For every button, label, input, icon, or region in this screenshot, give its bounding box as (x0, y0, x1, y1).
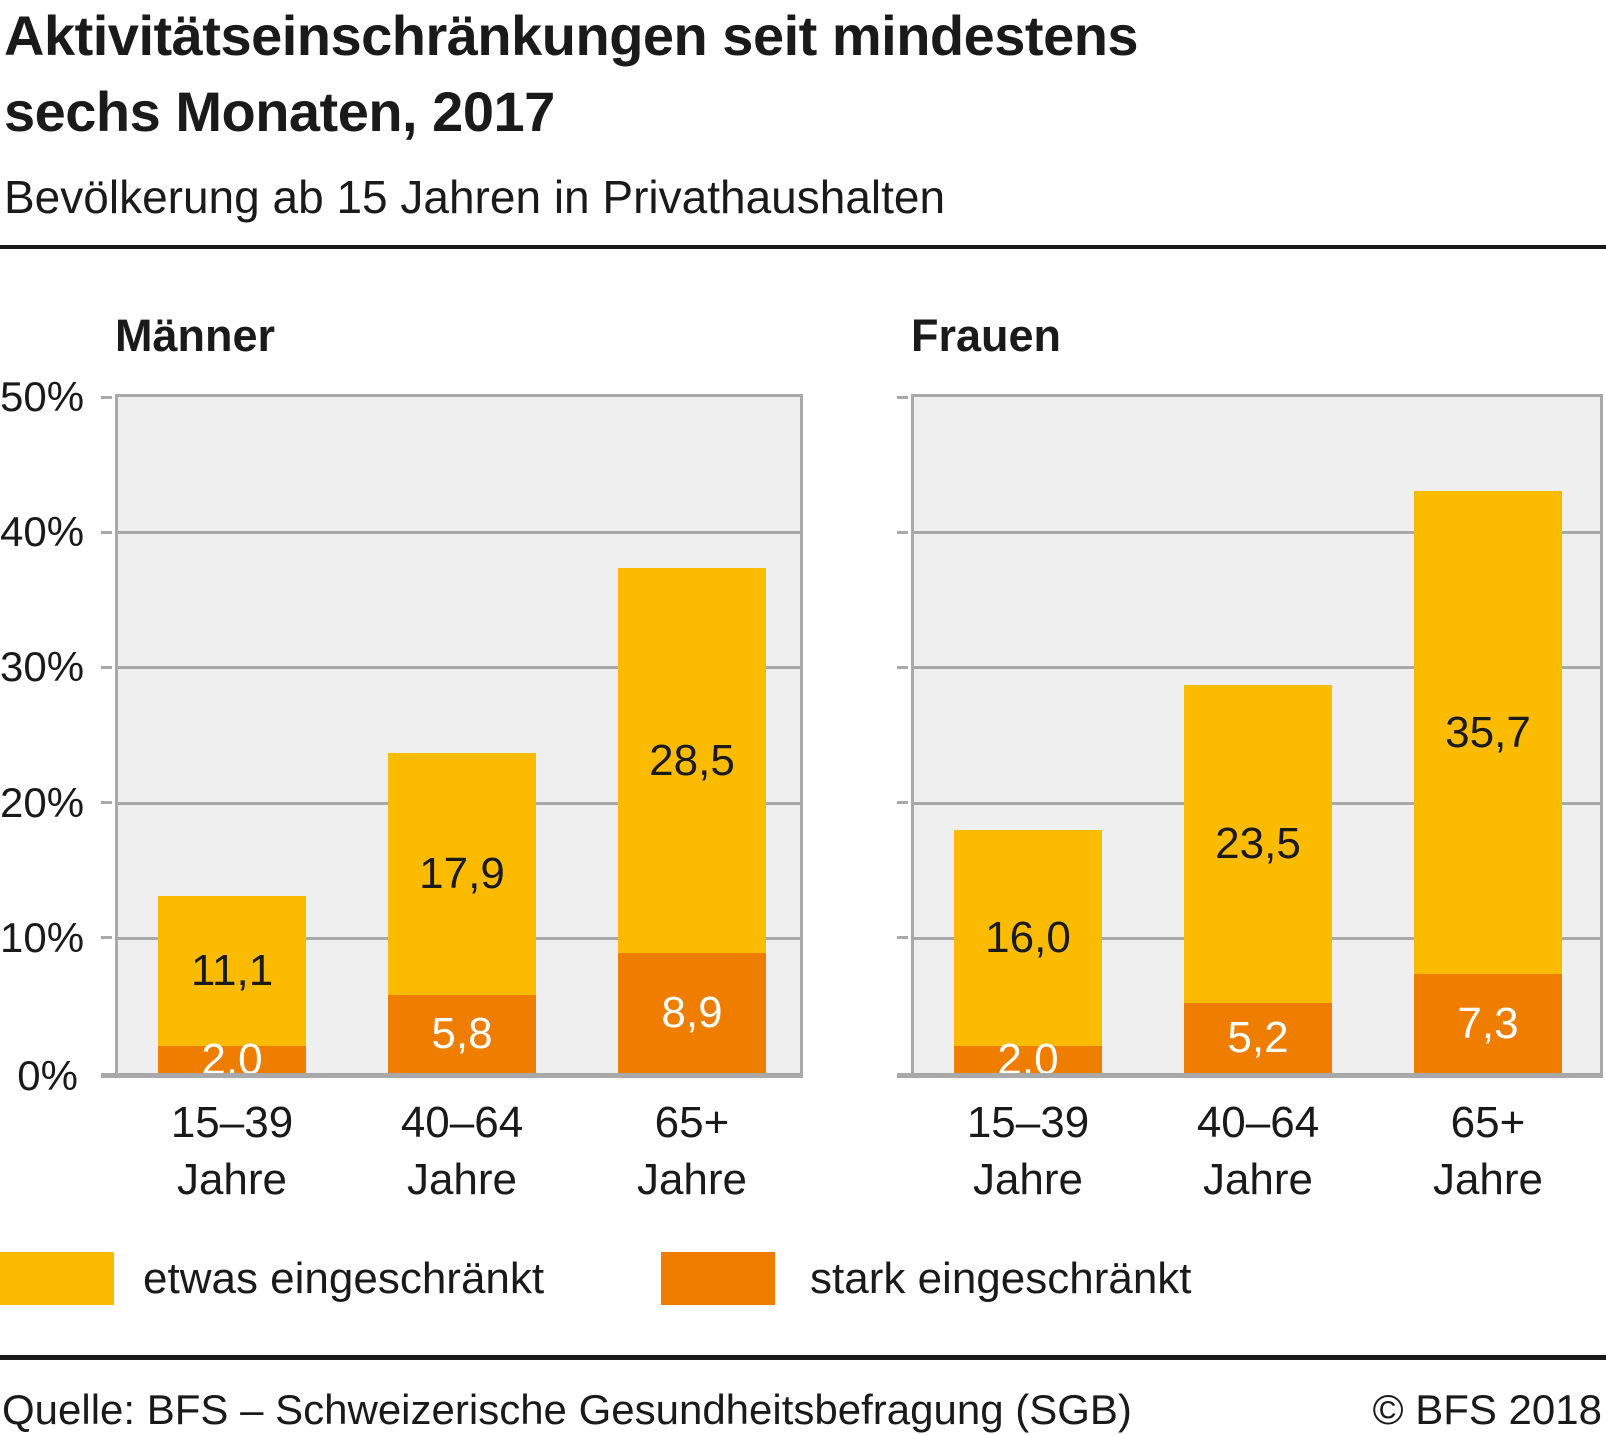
y-axis-tick (897, 666, 908, 669)
bar-value-label-etwas: 17,9 (419, 849, 505, 898)
y-axis-tick (101, 666, 112, 669)
x-axis-label: 65+ Jahre (636, 1098, 748, 1204)
x-axis-line (101, 1073, 803, 1078)
legend-label-stark: stark eingeschränkt (810, 1254, 1192, 1303)
y-axis-tick (101, 936, 112, 939)
x-axis-label: 15–39 Jahre (170, 1098, 294, 1204)
bar-segment-etwas (158, 896, 306, 1046)
bar-value-label-etwas: 35,7 (1445, 708, 1531, 757)
y-tick-label: 0% (17, 1052, 78, 1099)
footer-divider (0, 1355, 1606, 1360)
y-tick-label: 20% (0, 779, 85, 826)
legend-label-etwas: etwas eingeschränkt (143, 1254, 545, 1303)
gridline (118, 531, 800, 534)
bar-value-label-stark: 8,9 (661, 988, 723, 1037)
copyright-text: © BFS 2018 (1372, 1386, 1602, 1433)
y-axis-tick (897, 531, 908, 534)
y-axis-tick (101, 531, 112, 534)
bar-value-label-stark: 5,2 (1227, 1013, 1289, 1062)
y-tick-label: 40% (0, 508, 85, 555)
x-axis-line (897, 1073, 1603, 1078)
y-axis-tick (897, 801, 908, 804)
bar-segment-etwas (954, 830, 1102, 1046)
y-axis-tick (897, 936, 908, 939)
bar-segment-etwas (1414, 491, 1562, 974)
bar-segment-stark (388, 995, 536, 1073)
y-tick-label: 10% (0, 914, 85, 961)
legend-swatch-etwas (0, 1252, 114, 1305)
header-divider (0, 245, 1606, 249)
bar-value-label-etwas: 16,0 (985, 913, 1071, 962)
bar-value-label-etwas: 11,1 (190, 946, 274, 995)
bar-segment-stark (1414, 974, 1562, 1073)
y-axis-tick (101, 396, 112, 399)
bar-segment-etwas (1184, 685, 1332, 1003)
bar-segment-stark (954, 1046, 1102, 1073)
legend-swatch-stark (661, 1252, 775, 1305)
bar-segment-etwas (388, 753, 536, 995)
source-text: Quelle: BFS – Schweizerische Gesundheits… (2, 1386, 1132, 1433)
bar-value-label-etwas: 28,5 (649, 736, 735, 785)
chart-panel-title: Frauen (911, 310, 1062, 361)
y-axis-tick (897, 396, 908, 399)
bar-segment-stark (618, 953, 766, 1073)
bar-value-label-stark: 5,8 (431, 1009, 493, 1058)
bar-segment-etwas (618, 568, 766, 953)
page-title-line2: sechs Monaten, 2017 (4, 80, 555, 143)
x-axis-label: 40–64 Jahre (1196, 1098, 1320, 1204)
x-axis-label: 65+ Jahre (1432, 1098, 1544, 1204)
y-tick-label: 30% (0, 643, 85, 690)
x-axis-label: 40–64 Jahre (400, 1098, 524, 1204)
gridline (914, 531, 1600, 534)
bar-segment-stark (158, 1046, 306, 1073)
y-axis-tick (101, 801, 112, 804)
bar-segment-stark (1184, 1003, 1332, 1073)
page-subtitle: Bevölkerung ab 15 Jahren in Privathausha… (4, 171, 946, 223)
bar-value-label-stark: 7,3 (1457, 999, 1519, 1048)
page-title-line1: Aktivitätseinschränkungen seit mindesten… (4, 4, 1139, 67)
gridline (118, 666, 800, 669)
chart-legend: etwas eingeschränkt stark eingeschränkt (0, 1252, 1606, 1305)
x-axis-label: 15–39 Jahre (966, 1098, 1090, 1204)
gridline (914, 666, 1600, 669)
y-tick-label: 50% (0, 373, 85, 420)
chart-panel-title: Männer (115, 310, 276, 361)
bar-value-label-etwas: 23,5 (1215, 819, 1301, 868)
